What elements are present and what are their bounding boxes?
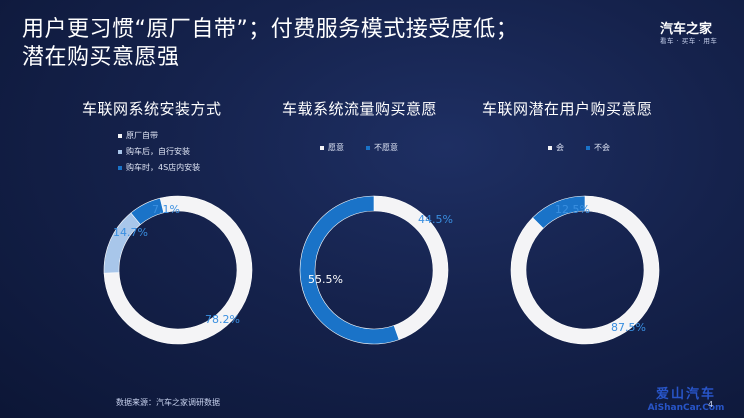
chart-1-legend: 原厂自带 购车后，自行安装 购车时，4S店内安装: [118, 128, 200, 176]
legend-swatch: [586, 146, 590, 150]
chart-2-legend-item-1: 愿意: [320, 140, 344, 156]
slide-title-line-1: 用户更习惯“原厂自带”；付费服务模式接受度低；: [22, 17, 519, 42]
chart-2-data-label-1: 44.5%: [418, 213, 453, 226]
chart-3-legend-item-2: 不会: [586, 140, 610, 156]
watermark-top-text: 爱山汽车: [655, 387, 716, 402]
chart-2-slice-2: [299, 195, 400, 345]
data-source-note: 数据来源：汽车之家调研数据: [116, 398, 220, 407]
chart-2-legend: 愿意 不愿意: [320, 140, 420, 156]
chart-3-slice-2: [532, 195, 586, 229]
legend-label: 购车后，自行安装: [126, 147, 190, 156]
chart-2-legend-item-2: 不愿意: [366, 140, 398, 156]
slide-title-line-2: 潜在购买意愿强: [22, 45, 180, 70]
legend-swatch: [366, 146, 370, 150]
legend-swatch: [548, 146, 552, 150]
chart-1-legend-item-3: 购车时，4S店内安装: [118, 160, 200, 176]
legend-label: 原厂自带: [126, 131, 158, 140]
autohome-logo: 汽车之家 看车 · 买车 · 用车: [660, 22, 734, 46]
logo-main-text: 汽车之家: [660, 22, 713, 37]
legend-swatch: [320, 146, 324, 150]
legend-label: 愿意: [328, 143, 344, 152]
watermark: 爱山汽车 AiShanCar.Com: [632, 388, 740, 414]
chart-1-title: 车联网系统安装方式: [82, 100, 222, 118]
chart-1-data-label-1: 78.2%: [205, 313, 240, 326]
chart-1-slice-2: [103, 212, 141, 274]
chart-2-title: 车载系统流量购买意愿: [282, 100, 438, 118]
legend-label: 不会: [594, 143, 610, 152]
legend-label: 购车时，4S店内安装: [126, 163, 201, 172]
watermark-bottom-text: AiShanCar.Com: [647, 403, 725, 413]
legend-label: 会: [556, 143, 564, 152]
chart-3-legend-item-1: 会: [548, 140, 564, 156]
chart-1-data-label-2: 14.7%: [113, 226, 148, 239]
legend-swatch: [118, 134, 122, 138]
slide-title: 用户更习惯“原厂自带”；付费服务模式接受度低； 潜在购买意愿强: [22, 16, 642, 72]
chart-3-data-label-1: 87.5%: [611, 321, 646, 334]
page-number: 4: [708, 400, 714, 409]
legend-label: 不愿意: [374, 143, 398, 152]
chart-3-data-label-2: 12.5%: [555, 203, 590, 216]
legend-swatch: [118, 166, 122, 170]
legend-swatch: [118, 150, 122, 154]
chart-3-title: 车联网潜在用户购买意愿: [482, 100, 653, 118]
chart-1-slice-3: [130, 197, 165, 225]
logo-sub-text: 看车 · 买车 · 用车: [660, 37, 718, 45]
chart-1-slice-1: [103, 195, 253, 345]
chart-1-legend-item-2: 购车后，自行安装: [118, 144, 200, 160]
chart-3-legend: 会 不会: [548, 140, 632, 156]
chart-2-data-label-2: 55.5%: [308, 273, 343, 286]
chart-3-slice-1: [510, 195, 660, 345]
chart-1-legend-item-1: 原厂自带: [118, 128, 200, 144]
chart-1-data-label-3: 7.1%: [152, 203, 180, 216]
